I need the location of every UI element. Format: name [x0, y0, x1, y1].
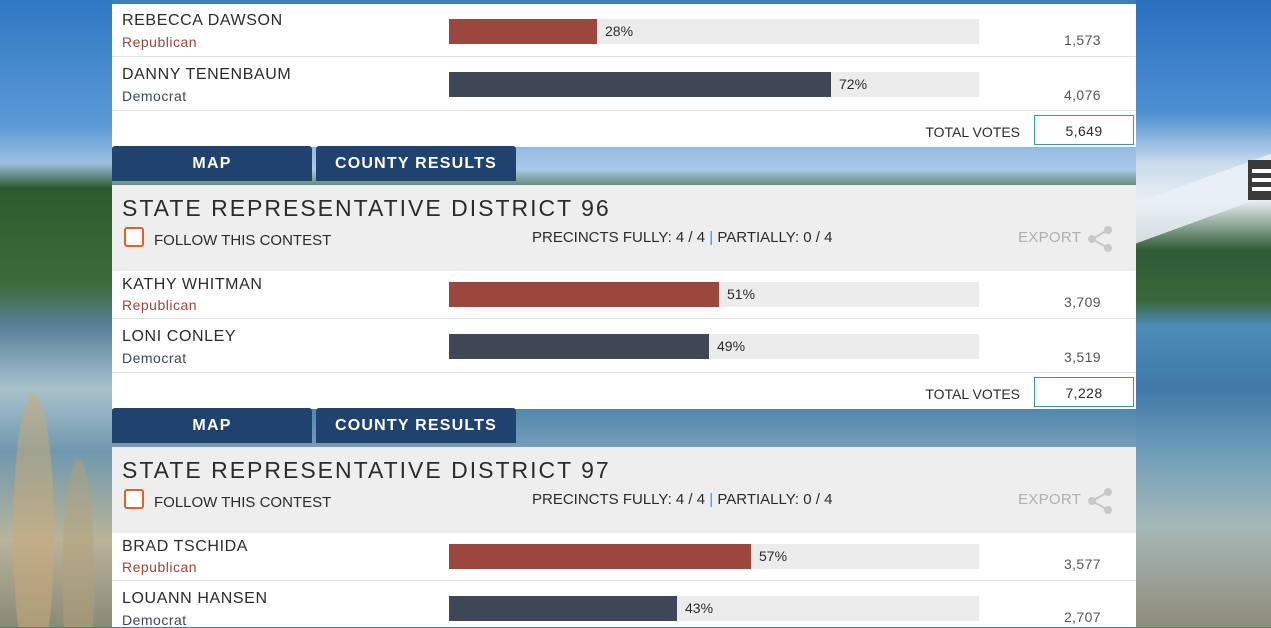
background-scenery-right: [1136, 0, 1271, 627]
precincts-separator: |: [709, 229, 714, 246]
vote-count: 2,707: [1063, 609, 1101, 625]
results-panel: REBECCA DAWSON Republican 28% 1,573 DANN…: [112, 0, 1136, 628]
follow-label[interactable]: FOLLOW THIS CONTEST: [154, 494, 332, 511]
county-results-button[interactable]: COUNTY RESULTS: [316, 146, 516, 181]
vote-percent: 51%: [727, 286, 756, 302]
export-button[interactable]: EXPORT: [1018, 491, 1082, 508]
candidate-row: DANNY TENENBAUM Democrat 72% 4,076: [112, 57, 1136, 111]
candidate-name: LOUANN HANSEN: [122, 590, 268, 607]
share-icon[interactable]: [1086, 225, 1114, 253]
contest-header: STATE REPRESENTATIVE DISTRICT 96 FOLLOW …: [112, 185, 1136, 271]
follow-checkbox[interactable]: [124, 227, 144, 247]
candidate-name: KATHY WHITMAN: [122, 276, 263, 293]
total-votes-value: 7,228: [1034, 377, 1134, 407]
export-button[interactable]: EXPORT: [1018, 229, 1082, 246]
contest-header: STATE REPRESENTATIVE DISTRICT 97 FOLLOW …: [112, 447, 1136, 533]
vote-count: 3,709: [1063, 294, 1101, 310]
follow-checkbox[interactable]: [124, 489, 144, 509]
precincts-status: PRECINCTS FULLY: 4 / 4 | PARTIALLY: 0 / …: [532, 491, 832, 508]
vote-percent: 72%: [839, 76, 868, 92]
candidate-name: REBECCA DAWSON: [122, 12, 283, 29]
county-results-button[interactable]: COUNTY RESULTS: [316, 408, 516, 443]
precincts-separator: |: [709, 491, 714, 508]
vote-bar: [449, 596, 677, 621]
vote-percent: 49%: [717, 338, 746, 354]
total-votes-label: TOTAL VOTES: [925, 386, 1020, 402]
vote-bar-track: 43%: [449, 596, 979, 621]
vote-bar-track: 72%: [449, 72, 979, 97]
total-votes-value: 5,649: [1034, 115, 1134, 145]
precincts-fully: PRECINCTS FULLY: 4 / 4: [532, 491, 706, 508]
vote-count: 3,519: [1063, 349, 1101, 365]
map-button[interactable]: MAP: [112, 408, 312, 443]
vote-bar-track: 28%: [449, 19, 979, 44]
candidate-party: Republican: [122, 34, 198, 50]
candidate-party: Republican: [122, 559, 198, 575]
candidate-name: BRAD TSCHIDA: [122, 538, 249, 555]
vote-bar-track: 49%: [449, 334, 979, 359]
candidate-party: Democrat: [122, 612, 187, 628]
candidate-row: LOUANN HANSEN Democrat 43% 2,707: [112, 581, 1136, 628]
vote-count: 4,076: [1063, 87, 1101, 103]
vote-bar: [449, 282, 719, 307]
contest-title: STATE REPRESENTATIVE DISTRICT 97: [122, 457, 611, 483]
candidate-name: LONI CONLEY: [122, 328, 237, 345]
candidate-name: DANNY TENENBAUM: [122, 66, 292, 83]
precincts-fully: PRECINCTS FULLY: 4 / 4: [532, 229, 706, 246]
vote-bar: [449, 19, 597, 44]
candidate-row: LONI CONLEY Democrat 49% 3,519: [112, 319, 1136, 373]
vote-count: 3,577: [1063, 556, 1101, 572]
vote-bar-track: 57%: [449, 544, 979, 569]
vote-bar: [449, 72, 831, 97]
vote-percent: 28%: [605, 23, 634, 39]
candidate-party: Democrat: [122, 350, 187, 366]
map-button[interactable]: MAP: [112, 146, 312, 181]
precincts-status: PRECINCTS FULLY: 4 / 4 | PARTIALLY: 0 / …: [532, 229, 832, 246]
candidate-row: BRAD TSCHIDA Republican 57% 3,577: [112, 533, 1136, 581]
candidate-row: KATHY WHITMAN Republican 51% 3,709: [112, 271, 1136, 319]
share-icon[interactable]: [1086, 487, 1114, 515]
vote-percent: 57%: [759, 548, 788, 564]
vote-bar: [449, 334, 709, 359]
precincts-partially: PARTIALLY: 0 / 4: [717, 491, 833, 508]
total-votes-label: TOTAL VOTES: [925, 124, 1020, 140]
vote-bar: [449, 544, 751, 569]
vote-count: 1,573: [1063, 32, 1101, 48]
total-votes-row: TOTAL VOTES 5,649: [112, 111, 1136, 147]
hamburger-menu-icon[interactable]: [1248, 160, 1271, 200]
candidate-party: Democrat: [122, 88, 187, 104]
precincts-partially: PARTIALLY: 0 / 4: [717, 229, 833, 246]
candidate-row: REBECCA DAWSON Republican 28% 1,573: [112, 4, 1136, 57]
contest-title: STATE REPRESENTATIVE DISTRICT 96: [122, 195, 611, 221]
total-votes-row: TOTAL VOTES 7,228: [112, 373, 1136, 409]
candidate-party: Republican: [122, 297, 198, 313]
vote-percent: 43%: [685, 600, 714, 616]
background-scenery-left: [0, 0, 112, 627]
vote-bar-track: 51%: [449, 282, 979, 307]
follow-label[interactable]: FOLLOW THIS CONTEST: [154, 232, 332, 249]
